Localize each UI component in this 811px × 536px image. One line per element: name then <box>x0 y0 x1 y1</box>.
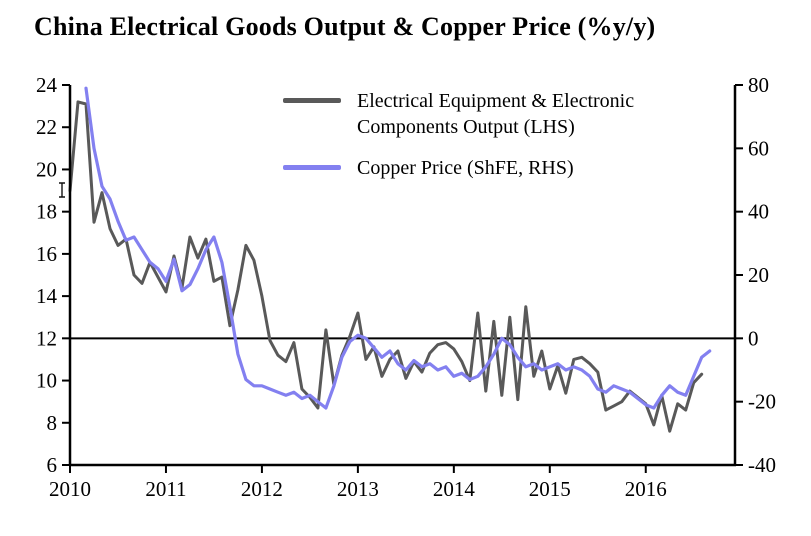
legend-item-copper: Copper Price (ShFE, RHS) <box>283 155 723 181</box>
left-axis-tick-label: 18 <box>36 200 57 224</box>
left-axis-tick-label: 8 <box>47 411 58 435</box>
left-axis-tick-label: 16 <box>36 242 57 266</box>
x-axis-tick-label: 2016 <box>625 477 667 501</box>
x-axis-tick-label: 2012 <box>241 477 283 501</box>
output-series-swatch <box>283 98 341 103</box>
chart-title: China Electrical Goods Output & Copper P… <box>34 12 656 41</box>
x-axis-tick-label: 2013 <box>337 477 379 501</box>
x-axis-tick-label: 2015 <box>529 477 571 501</box>
left-axis-tick-label: 20 <box>36 157 57 181</box>
legend: Electrical Equipment & Electronic Compon… <box>283 88 723 196</box>
left-axis-tick-label: 22 <box>36 115 57 139</box>
x-axis-tick-label: 2011 <box>145 477 186 501</box>
right-axis-tick-label: 0 <box>748 326 759 350</box>
left-axis-tick-label: 12 <box>36 326 57 350</box>
x-axis-tick-label: 2010 <box>49 477 91 501</box>
right-axis-tick-label: 40 <box>748 200 769 224</box>
right-axis-tick-label: 60 <box>748 136 769 160</box>
left-axis-tick-label: 10 <box>36 369 57 393</box>
right-axis-tick-label: 20 <box>748 263 769 287</box>
left-axis-tick-label: 6 <box>47 453 58 477</box>
legend-label-copper: Copper Price (ShFE, RHS) <box>357 157 574 179</box>
x-axis-tick-label: 2014 <box>433 477 476 501</box>
left-axis-tick-label: 14 <box>36 284 58 308</box>
right-axis-tick-label: 80 <box>748 73 769 97</box>
legend-label-output: Electrical Equipment & Electronic Compon… <box>357 90 635 138</box>
copper-series-line <box>84 86 712 410</box>
text-cursor-artifact <box>59 182 65 198</box>
right-axis-tick-label: -20 <box>748 390 776 414</box>
legend-item-output: Electrical Equipment & Electronic Compon… <box>283 88 723 140</box>
right-axis-tick-label: -40 <box>748 453 776 477</box>
copper-series-swatch <box>283 165 341 170</box>
left-axis-tick-label: 24 <box>36 73 58 97</box>
